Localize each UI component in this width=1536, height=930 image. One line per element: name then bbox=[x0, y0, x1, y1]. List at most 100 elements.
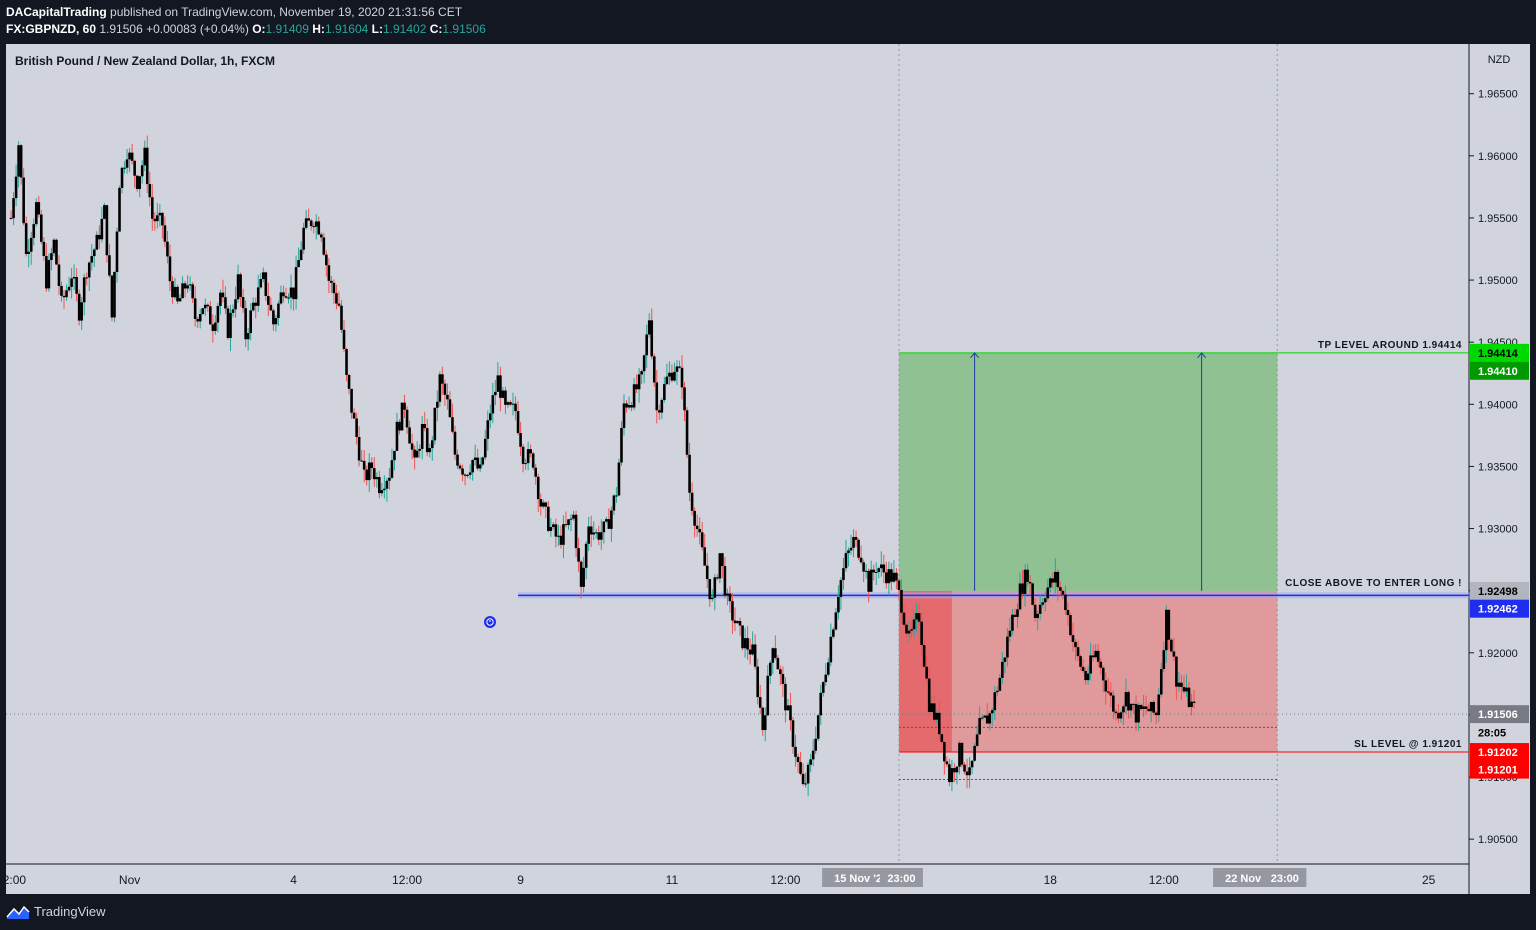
candle-body bbox=[173, 286, 177, 298]
price-label-4: 1.91506 bbox=[1478, 709, 1518, 721]
candle-body bbox=[1043, 598, 1047, 603]
candle-body bbox=[562, 524, 565, 545]
candle-body bbox=[370, 462, 374, 469]
x-tick-label: 4 bbox=[290, 873, 297, 887]
candle-body bbox=[668, 372, 671, 377]
candle-body bbox=[501, 390, 505, 398]
candle-body bbox=[350, 388, 353, 413]
candle-body bbox=[125, 159, 129, 168]
candle-body bbox=[1038, 604, 1042, 614]
candle-body bbox=[103, 205, 106, 219]
candle-body bbox=[615, 495, 618, 497]
candle-body bbox=[658, 410, 661, 413]
candle-body bbox=[632, 384, 636, 408]
annotation-0[interactable]: TP LEVEL AROUND 1.94414 bbox=[1318, 340, 1462, 351]
candle-body bbox=[716, 577, 719, 579]
candle-body bbox=[617, 462, 621, 496]
candle-body bbox=[990, 710, 994, 714]
candle-body bbox=[1187, 687, 1191, 708]
candle-body bbox=[292, 287, 295, 300]
candle-body bbox=[814, 738, 817, 751]
currency-label: NZD bbox=[1488, 54, 1511, 66]
candle-body bbox=[55, 239, 58, 265]
x-tick-label: 12:00 bbox=[0, 873, 26, 887]
candle-body bbox=[1112, 695, 1115, 712]
candle-body bbox=[355, 418, 358, 437]
candle-body bbox=[1003, 657, 1007, 662]
candle-body bbox=[143, 147, 147, 166]
candle-body bbox=[726, 593, 729, 596]
candle-body bbox=[1137, 704, 1140, 723]
profit-zone[interactable] bbox=[898, 352, 1278, 591]
candle-body bbox=[330, 280, 333, 283]
price-chart[interactable]: British Pound / New Zealand Dollar, 1h, … bbox=[0, 44, 1536, 894]
candle-body bbox=[844, 553, 848, 569]
candle-body bbox=[27, 251, 31, 255]
price-label-box-3 bbox=[1470, 599, 1529, 618]
candle-body bbox=[693, 510, 696, 526]
candle-body bbox=[753, 644, 757, 667]
candle-body bbox=[688, 454, 691, 493]
candle-body bbox=[993, 692, 997, 711]
candle-body bbox=[806, 764, 810, 784]
candle-body bbox=[612, 495, 616, 511]
candle-body bbox=[935, 712, 939, 720]
candle-body bbox=[219, 292, 222, 306]
candle-body bbox=[610, 510, 613, 529]
candle-body bbox=[577, 548, 580, 562]
candle-body bbox=[287, 297, 290, 299]
publish-line: DACapitalTrading published on TradingVie… bbox=[6, 5, 462, 19]
brand-name[interactable]: TradingView bbox=[34, 904, 106, 919]
candle-body bbox=[781, 674, 785, 684]
candle-body bbox=[22, 177, 25, 224]
candle-body bbox=[514, 403, 517, 412]
candle-body bbox=[584, 543, 588, 568]
candle-body bbox=[297, 260, 300, 268]
candle-body bbox=[1074, 641, 1077, 648]
candle-body bbox=[541, 502, 545, 507]
candle-body bbox=[710, 597, 714, 600]
candle-body bbox=[594, 532, 598, 534]
candle-body bbox=[713, 577, 717, 598]
candle-body bbox=[360, 460, 363, 462]
candle-body bbox=[534, 467, 538, 477]
low-label: L: bbox=[371, 22, 383, 36]
price-label-box-2 bbox=[1470, 581, 1529, 600]
candle-body bbox=[471, 460, 474, 473]
annotation-2[interactable]: SL LEVEL @ 1.91201 bbox=[1354, 739, 1462, 750]
chart-header: DACapitalTrading published on TradingVie… bbox=[0, 0, 1536, 44]
candle-body bbox=[198, 314, 202, 322]
candle-body bbox=[19, 145, 23, 178]
x-highlight-box-1 bbox=[879, 868, 923, 887]
candle-body bbox=[718, 553, 722, 579]
candle-body bbox=[509, 402, 512, 405]
candle-body bbox=[665, 376, 669, 385]
candle-body bbox=[347, 374, 351, 389]
candle-body bbox=[443, 383, 447, 395]
candle-body bbox=[852, 536, 855, 548]
high-label: H: bbox=[312, 22, 325, 36]
candle-body bbox=[476, 457, 479, 469]
candle-body bbox=[763, 715, 767, 731]
candle-body bbox=[98, 234, 101, 240]
candle-body bbox=[430, 440, 434, 449]
candle-body bbox=[960, 742, 964, 765]
candle-body bbox=[1028, 581, 1032, 584]
alarm-icon[interactable] bbox=[484, 616, 496, 628]
candle-body bbox=[1069, 615, 1072, 636]
candle-body bbox=[554, 524, 558, 537]
candle-body bbox=[774, 648, 777, 658]
candle-body bbox=[877, 568, 881, 572]
candle-body bbox=[395, 421, 399, 451]
candle-body bbox=[37, 202, 41, 215]
candle-body bbox=[1059, 587, 1062, 591]
candle-body bbox=[1094, 650, 1097, 658]
tradingview-logo-icon[interactable] bbox=[6, 903, 30, 921]
candle-body bbox=[980, 717, 984, 719]
author-name[interactable]: DACapitalTrading bbox=[6, 5, 107, 19]
candle-body bbox=[1180, 682, 1183, 688]
candle-body bbox=[87, 262, 91, 278]
candle-body bbox=[1157, 694, 1161, 716]
symbol-label[interactable]: FX:GBPNZD, 60 bbox=[6, 22, 97, 36]
annotation-1[interactable]: CLOSE ABOVE TO ENTER LONG ! bbox=[1285, 578, 1462, 589]
